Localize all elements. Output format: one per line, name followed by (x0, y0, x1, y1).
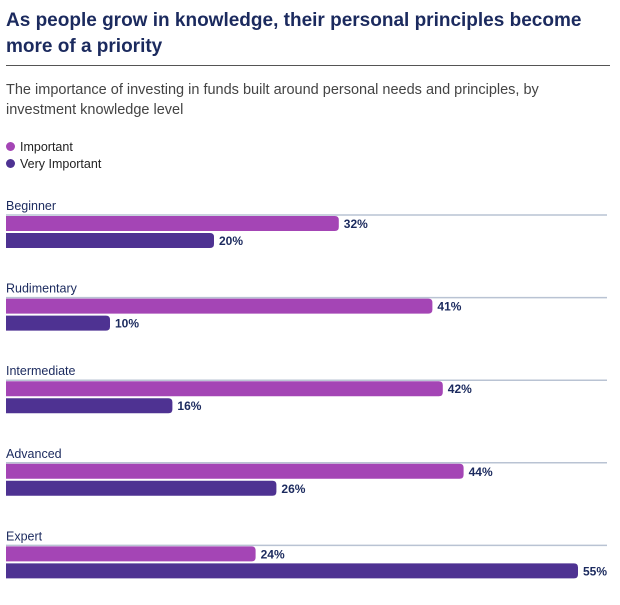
bar-group-intermediate: Intermediate 42% 16% (6, 364, 607, 414)
category-label: Beginner (6, 199, 56, 213)
legend-item-important: Important (6, 138, 101, 155)
bar-important (6, 546, 256, 562)
value-label: 42% (448, 382, 472, 396)
bar-very-important (6, 480, 277, 496)
legend-item-very-important: Very Important (6, 155, 101, 172)
bar-important (6, 463, 464, 479)
category-label: Expert (6, 529, 43, 543)
value-label: 24% (261, 547, 285, 561)
value-label: 41% (437, 300, 461, 314)
value-label: 44% (469, 465, 493, 479)
bar-important (6, 381, 443, 397)
legend-label-important: Important (20, 139, 73, 154)
bar-group-expert: Expert 24% 55% (6, 529, 607, 579)
title-divider (6, 65, 610, 66)
category-label: Intermediate (6, 364, 76, 378)
legend-dot-very-important-icon (6, 159, 15, 168)
chart-subtitle: The importance of investing in funds bui… (6, 82, 539, 118)
bar-very-important (6, 233, 214, 248)
value-label: 32% (344, 217, 368, 231)
bar-important (6, 298, 433, 314)
value-label: 20% (219, 234, 243, 248)
legend: Important Very Important (6, 138, 101, 172)
category-label: Advanced (6, 447, 62, 461)
value-label: 10% (115, 317, 139, 331)
bar-group-advanced: Advanced 44% 26% (6, 447, 607, 496)
category-label: Rudimentary (6, 282, 78, 296)
bar-very-important (6, 315, 110, 331)
value-label: 26% (281, 482, 305, 496)
bar-very-important (6, 563, 578, 579)
chart-title: As people grow in knowledge, their perso… (6, 10, 582, 57)
value-label: 55% (583, 564, 607, 578)
legend-dot-important-icon (6, 142, 15, 151)
bar-important (6, 216, 339, 231)
legend-label-very-important: Very Important (20, 156, 102, 171)
bar-group-rudimentary: Rudimentary 41% 10% (6, 282, 607, 331)
bar-group-beginner: Beginner 32% 20% (6, 199, 607, 248)
value-label: 16% (177, 399, 201, 413)
bar-very-important (6, 398, 173, 414)
